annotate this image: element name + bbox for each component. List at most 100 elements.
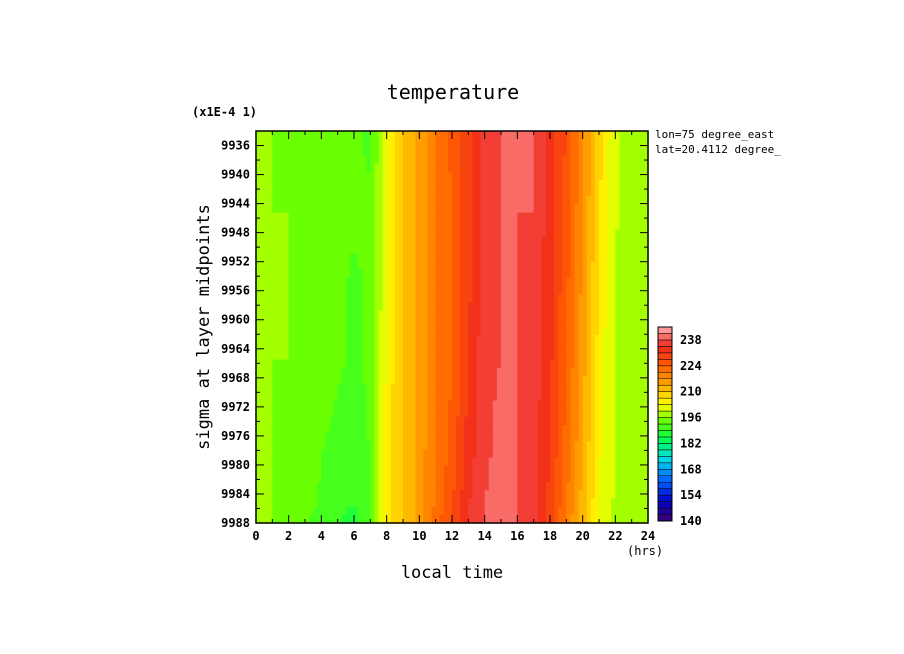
heatmap-cell (260, 408, 265, 418)
heatmap-cell (411, 335, 416, 344)
heatmap-cell (615, 269, 621, 279)
heatmap-cell (631, 474, 637, 483)
heatmap-cell (590, 163, 596, 173)
heatmap-cell (631, 147, 637, 157)
heatmap-cell (594, 155, 600, 165)
heatmap-cell (460, 269, 465, 279)
heatmap-cell (423, 416, 429, 426)
heatmap-cell (374, 229, 380, 238)
heatmap-cell (439, 425, 445, 434)
heatmap-cell (472, 343, 478, 353)
heatmap-cell (403, 376, 408, 385)
heatmap-cell (292, 327, 298, 336)
heatmap-cell (501, 253, 506, 263)
heatmap-cell (292, 359, 298, 369)
heatmap-cell (431, 482, 437, 491)
heatmap-cell (521, 490, 527, 500)
heatmap-cell (623, 506, 629, 516)
heatmap-cell (623, 245, 629, 255)
heatmap-cell (460, 253, 465, 263)
heatmap-cell (566, 139, 572, 148)
heatmap-cell (382, 367, 388, 377)
heatmap-cell (627, 449, 633, 459)
heatmap-cell (309, 147, 314, 157)
heatmap-cell (333, 237, 339, 246)
heatmap-cell (333, 474, 339, 483)
heatmap-cell (582, 327, 588, 336)
heatmap-cell (268, 204, 273, 214)
heatmap-cell (525, 506, 531, 516)
heatmap-cell (390, 204, 396, 214)
heatmap-cell (345, 220, 351, 230)
heatmap-cell (488, 498, 494, 508)
heatmap-cell (309, 351, 314, 361)
heatmap-cell (329, 196, 335, 206)
heatmap-cell (562, 204, 567, 214)
heatmap-cell (452, 351, 457, 361)
heatmap-cell (398, 359, 404, 369)
heatmap-cell (403, 449, 408, 459)
heatmap-cell (268, 335, 273, 344)
heatmap-cell (378, 506, 384, 516)
heatmap-cell (582, 425, 588, 434)
heatmap-cell (349, 514, 355, 524)
heatmap-cell (264, 498, 269, 508)
heatmap-cell (615, 359, 621, 369)
heatmap-cell (325, 367, 331, 377)
heatmap-cell (411, 408, 416, 418)
heatmap-cell (354, 253, 359, 263)
heatmap-cell (411, 163, 416, 173)
heatmap-cell (578, 498, 584, 508)
heatmap-cell (390, 441, 396, 451)
heatmap-cell (386, 163, 392, 173)
heatmap-cell (337, 392, 343, 402)
heatmap-cell (264, 376, 269, 385)
heatmap-cell (574, 196, 580, 206)
heatmap-cell (619, 351, 625, 361)
heatmap-cell (460, 278, 465, 287)
heatmap-cell (517, 335, 523, 344)
heatmap-cell (594, 131, 600, 140)
heatmap-cell (435, 327, 441, 336)
heatmap-cell (321, 245, 327, 255)
heatmap-cell (545, 506, 551, 516)
heatmap-cell (256, 196, 261, 206)
heatmap-cell (264, 449, 269, 459)
heatmap-cell (300, 392, 306, 402)
heatmap-cell (288, 425, 294, 434)
heatmap-cell (484, 425, 490, 434)
heatmap-cell (566, 212, 572, 222)
heatmap-cell (541, 376, 547, 385)
heatmap-cell (550, 212, 555, 222)
heatmap-cell (570, 188, 576, 197)
heatmap-cell (619, 498, 625, 508)
heatmap-cell (447, 400, 453, 410)
heatmap-cell (374, 204, 380, 214)
heatmap-cell (464, 286, 469, 295)
heatmap-cell (554, 294, 559, 304)
heatmap-cell (501, 441, 506, 451)
heatmap-cell (325, 433, 331, 442)
heatmap-cell (264, 351, 269, 361)
heatmap-cell (574, 408, 580, 418)
heatmap-cell (586, 351, 592, 361)
heatmap-cell (566, 514, 572, 524)
heatmap-cell (321, 408, 327, 418)
heatmap-cell (639, 147, 645, 157)
heatmap-cell (419, 465, 425, 475)
heatmap-cell (366, 196, 371, 206)
heatmap-cell (607, 269, 612, 279)
heatmap-cell (288, 147, 294, 157)
heatmap-cell (607, 220, 612, 230)
heatmap-cell (321, 384, 327, 393)
heatmap-cell (554, 514, 559, 524)
heatmap-cell (525, 163, 531, 173)
heatmap-cell (566, 237, 572, 246)
heatmap-cell (411, 367, 416, 377)
heatmap-cell (492, 212, 498, 222)
heatmap-cell (276, 416, 282, 426)
heatmap-cell (456, 171, 461, 181)
heatmap-cell (464, 147, 469, 157)
heatmap-cell (505, 433, 510, 442)
heatmap-cell (480, 327, 486, 336)
